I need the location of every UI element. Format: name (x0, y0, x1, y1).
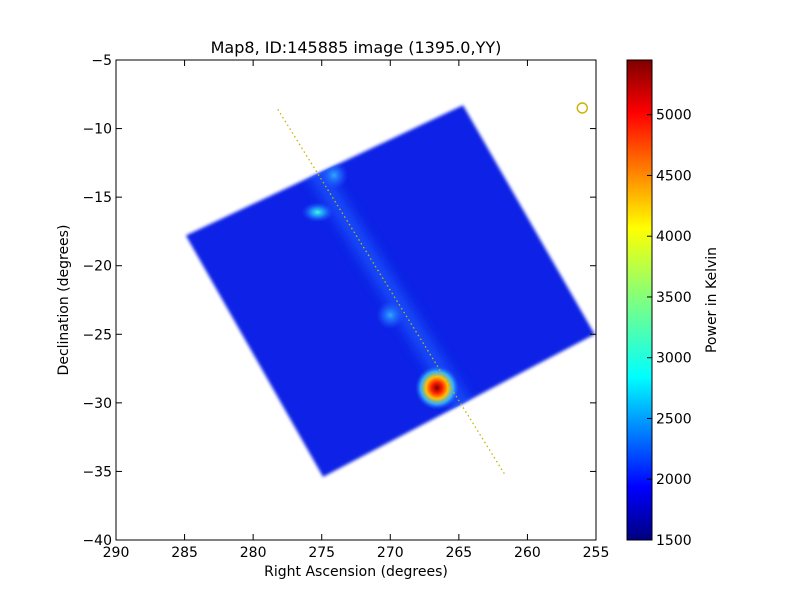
y-tick-label: −20 (82, 259, 112, 275)
colorbar: 1500 2000 2500 3000 3500 4000 4500 5000 Power i… (626, 59, 720, 549)
y-axis-label: Declination (degrees) (56, 225, 72, 376)
y-axis: −5 −10 −15 −20 −25 −30 −35 −40 (82, 53, 596, 549)
y-tick-label: −35 (82, 464, 112, 480)
y-tick-label: −25 (82, 327, 112, 343)
colorbar-ticks: 1500 2000 2500 3000 3500 4000 4500 5000 (647, 108, 692, 549)
x-tick-label: 285 (171, 545, 198, 561)
x-axis-label: Right Ascension (degrees) (264, 564, 448, 580)
chart-title: Map8, ID:145885 image (1395.0,YY) (211, 38, 502, 57)
y-tick-label: −5 (91, 53, 112, 69)
x-tick-label: 255 (583, 545, 610, 561)
radio-source-1 (414, 365, 459, 410)
x-tick-label: 275 (308, 545, 335, 561)
y-tick-label: −15 (82, 190, 112, 206)
y-tick-label: −30 (82, 396, 112, 412)
colorbar-gradient (626, 59, 653, 541)
colorbar-tick-label: 5000 (656, 108, 692, 124)
x-axis: 290 285 280 275 270 265 260 255 (103, 60, 610, 561)
colorbar-tick-label: 2500 (656, 411, 692, 427)
colorbar-tick-label: 2000 (656, 472, 692, 488)
colorbar-tick-label: 3500 (656, 290, 692, 306)
y-tick-label: −40 (82, 533, 112, 549)
colorbar-tick-label: 4500 (656, 168, 692, 184)
x-tick-label: 270 (377, 545, 404, 561)
radio-source-3 (376, 301, 405, 330)
x-tick-label: 280 (240, 545, 267, 561)
colorbar-tick-label: 4000 (656, 229, 692, 245)
x-tick-label: 260 (514, 545, 541, 561)
axes-frame (115, 59, 597, 541)
colorbar-tick-label: 3000 (656, 351, 692, 367)
colorbar-label: Power in Kelvin (704, 247, 720, 353)
marker-circle (576, 102, 588, 114)
y-tick-label: −10 (82, 122, 112, 138)
colorbar-tick-label: 1500 (656, 533, 692, 549)
plot-area: 290 285 280 275 270 265 260 255 −5−10−15−20−25−… (82, 53, 609, 561)
x-tick-label: 290 (103, 545, 130, 561)
x-tick-label: 265 (445, 545, 472, 561)
radio-source-2 (301, 202, 334, 223)
